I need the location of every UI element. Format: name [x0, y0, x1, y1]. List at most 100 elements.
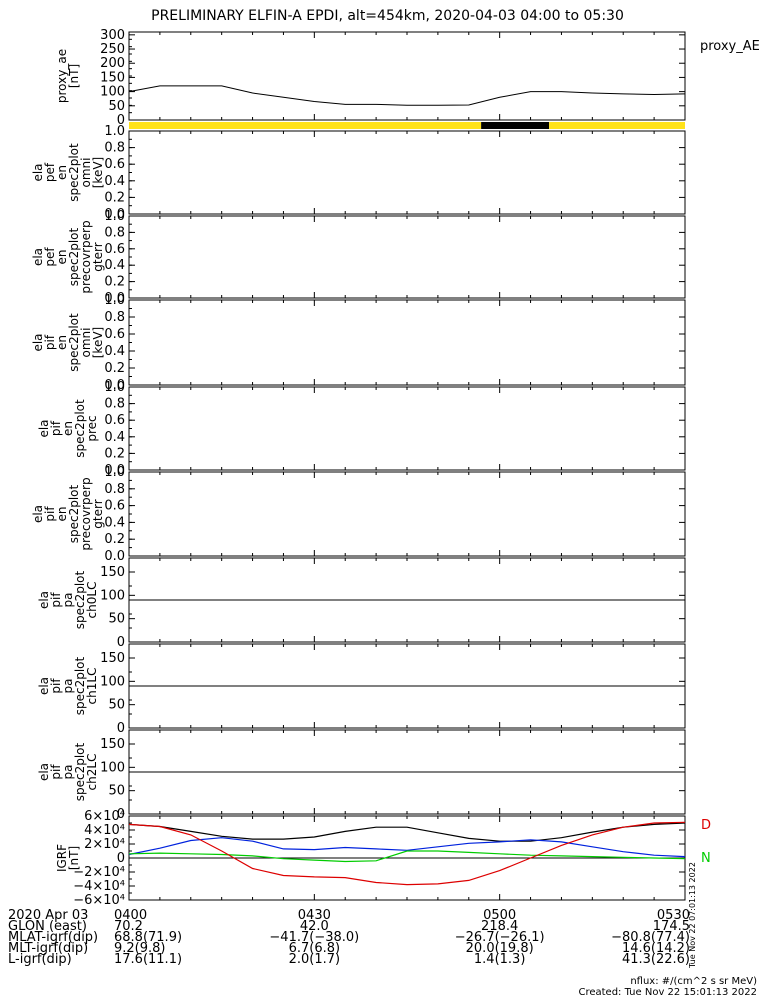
pef_omni-ylabel-line: pef — [43, 162, 57, 182]
pef_omni-ylabel-line: en — [55, 165, 69, 180]
igrf-ytick-label: −2×10⁴ — [73, 865, 125, 880]
pef_omni-ylabel-line: spec2plot — [67, 143, 81, 202]
xaxis-row-value: −80.8(77.4) — [611, 930, 690, 945]
proxy_ae-ytick-label: 300 — [100, 28, 125, 43]
pef_omni-ytick-label: 0.2 — [104, 190, 125, 205]
xaxis-row-label: L-igrf(dip) — [8, 952, 72, 967]
igrf-blue-line — [128, 837, 686, 858]
pif_perp-ytick-label: 1.0 — [104, 465, 125, 480]
pif_perp-ylabel-line: spec2plot — [67, 484, 81, 543]
pef_perp-ytick-label: 0.0 — [104, 291, 125, 306]
pa_ch2-ytick-label: 50 — [108, 784, 125, 799]
pif_perp-ytick-label: 0.2 — [104, 532, 125, 547]
pa_ch1-ytick-label: 100 — [100, 674, 125, 689]
pa_ch0-ytick-label: 0 — [117, 635, 125, 650]
proxy_ae-ytick-label: 250 — [100, 42, 125, 57]
pa_ch0-ylabel-line: ch0LC — [85, 582, 99, 619]
pef_perp-ytick-label: 0.2 — [104, 275, 125, 290]
pif_omni-ylabel-line: [keV] — [91, 327, 105, 358]
xaxis-row-value: −41.7(−38.0) — [269, 930, 359, 945]
pef_perp-ylabel-line: en — [55, 250, 69, 265]
xaxis-row-value: 174.5 — [653, 919, 690, 934]
igrf-ytick-label: 0 — [117, 851, 125, 866]
pif_prec-frame — [128, 386, 686, 471]
pif_prec-ylabel-line: en — [61, 421, 75, 436]
xaxis-row-value: 0400 — [114, 908, 147, 923]
pa_ch0-ylabel-line: ela — [37, 591, 51, 609]
pa_ch1-ytick-label: 50 — [108, 698, 125, 713]
pif_omni-ytick-label: 0.0 — [104, 378, 125, 393]
pif_prec-ylabel-line: pif — [49, 420, 63, 436]
pef_perp-ylabel-line: gterr — [91, 242, 105, 271]
pa_ch1-ylabel-line: ch1LC — [85, 668, 99, 705]
xaxis-row-value: 218.4 — [481, 919, 518, 934]
xaxis-row-value: 2.0(1.7) — [289, 952, 341, 967]
pif_omni-ytick-label: 0.6 — [104, 327, 125, 342]
pif_omni-ytick-label: 0.4 — [104, 344, 125, 359]
xaxis-row-value: 1.4(1.3) — [474, 952, 526, 967]
pif_omni-ylabel-line: spec2plot — [67, 313, 81, 372]
pif_perp-ytick-label: 0.0 — [104, 549, 125, 564]
igrf-legend-n: N — [701, 851, 711, 866]
pif_perp-ytick-label: 0.8 — [104, 482, 125, 497]
pef_omni-ytick-label: 0.6 — [104, 157, 125, 172]
xaxis-row-value: 41.3(22.6) — [622, 952, 690, 967]
pa_ch0-ylabel-line: spec2plot — [73, 570, 87, 629]
pa_ch2-ytick-label: 100 — [100, 760, 125, 775]
proxy_ae-ylabel-line: [nT] — [67, 64, 81, 88]
igrf-ytick-label: 6×10⁴ — [84, 809, 125, 824]
pif_prec-ylabel-line: ela — [37, 419, 51, 437]
xaxis-row-label: MLAT-igrf(dip) — [8, 930, 98, 945]
igrf-ylabel-line: IGRF — [55, 844, 69, 872]
xaxis-row-label: 2020 Apr 03 — [8, 908, 88, 923]
figure-title: PRELIMINARY ELFIN-A EPDI, alt=454km, 202… — [151, 8, 624, 24]
igrf-green-line — [128, 850, 686, 863]
pif_prec-ytick-label: 0.2 — [104, 446, 125, 461]
pef_perp-ytick-label: 0.6 — [104, 242, 125, 257]
pef_omni-ylabel-line: omni — [79, 158, 93, 188]
igrf-black-line — [128, 822, 686, 842]
pef_perp-ytick-label: 1.0 — [104, 209, 125, 224]
pa_ch1-ylabel-line: ela — [37, 677, 51, 695]
pif_prec-ytick-label: 0.6 — [104, 413, 125, 428]
pa_ch0-ylabel-line: pa — [61, 593, 75, 608]
xaxis-row-value: 70.2 — [114, 919, 143, 934]
side-timestamp: Tue Nov 22 07:01:13 2022 — [688, 862, 697, 969]
pef_omni-ylabel-line: [keV] — [91, 157, 105, 188]
xaxis-row-value: 0500 — [483, 908, 516, 923]
pef_perp-ylabel-line: spec2plot — [67, 227, 81, 286]
pef_omni-ytick-label: 0.4 — [104, 174, 125, 189]
proxy_ae-ytick-label: 0 — [117, 113, 125, 128]
pef_perp-ylabel-line: precovrperp — [79, 220, 93, 293]
proxy_ae-ytick-label: 50 — [108, 99, 125, 114]
pef_omni-ytick-label: 0.8 — [104, 141, 125, 156]
status-bar-segment — [481, 122, 550, 129]
pa_ch1-ylabel-line: pif — [49, 678, 63, 694]
igrf-ytick-label: −6×10⁴ — [73, 893, 125, 908]
status-bar-segment — [129, 122, 482, 129]
pif_omni-frame — [128, 299, 686, 386]
pa_ch2-ytick-label: 0 — [117, 807, 125, 822]
pif_perp-ytick-label: 0.4 — [104, 515, 125, 530]
pef_perp-ylabel-line: ela — [31, 248, 45, 266]
pef_omni-frame — [128, 130, 686, 215]
proxy_ae-frame — [128, 31, 686, 121]
igrf-ytick-label: −4×10⁴ — [73, 879, 125, 894]
igrf-legend-d: D — [701, 818, 711, 833]
pef_perp-ytick-label: 0.8 — [104, 225, 125, 240]
xaxis-row-value: 6.7(6.8) — [289, 941, 341, 956]
pif_prec-ytick-label: 1.0 — [104, 380, 125, 395]
pif_prec-ytick-label: 0.8 — [104, 397, 125, 412]
pef_perp-ylabel-line: pef — [43, 247, 57, 267]
footer-created: Created: Tue Nov 22 15:01:13 2022 — [578, 987, 757, 998]
pif_perp-ylabel-line: precovrperp — [79, 477, 93, 550]
xaxis-row-value: 0530 — [657, 908, 690, 923]
proxy_ae-ytick-label: 150 — [100, 70, 125, 85]
pef_omni-ytick-label: 1.0 — [104, 124, 125, 139]
proxy-ae-line — [128, 85, 686, 106]
pif_omni-ylabel-line: ela — [31, 333, 45, 351]
pa_ch1-ylabel-line: pa — [61, 679, 75, 694]
pif_prec-ylabel-line: spec2plot — [73, 399, 87, 458]
status-bar-segment — [549, 122, 685, 129]
